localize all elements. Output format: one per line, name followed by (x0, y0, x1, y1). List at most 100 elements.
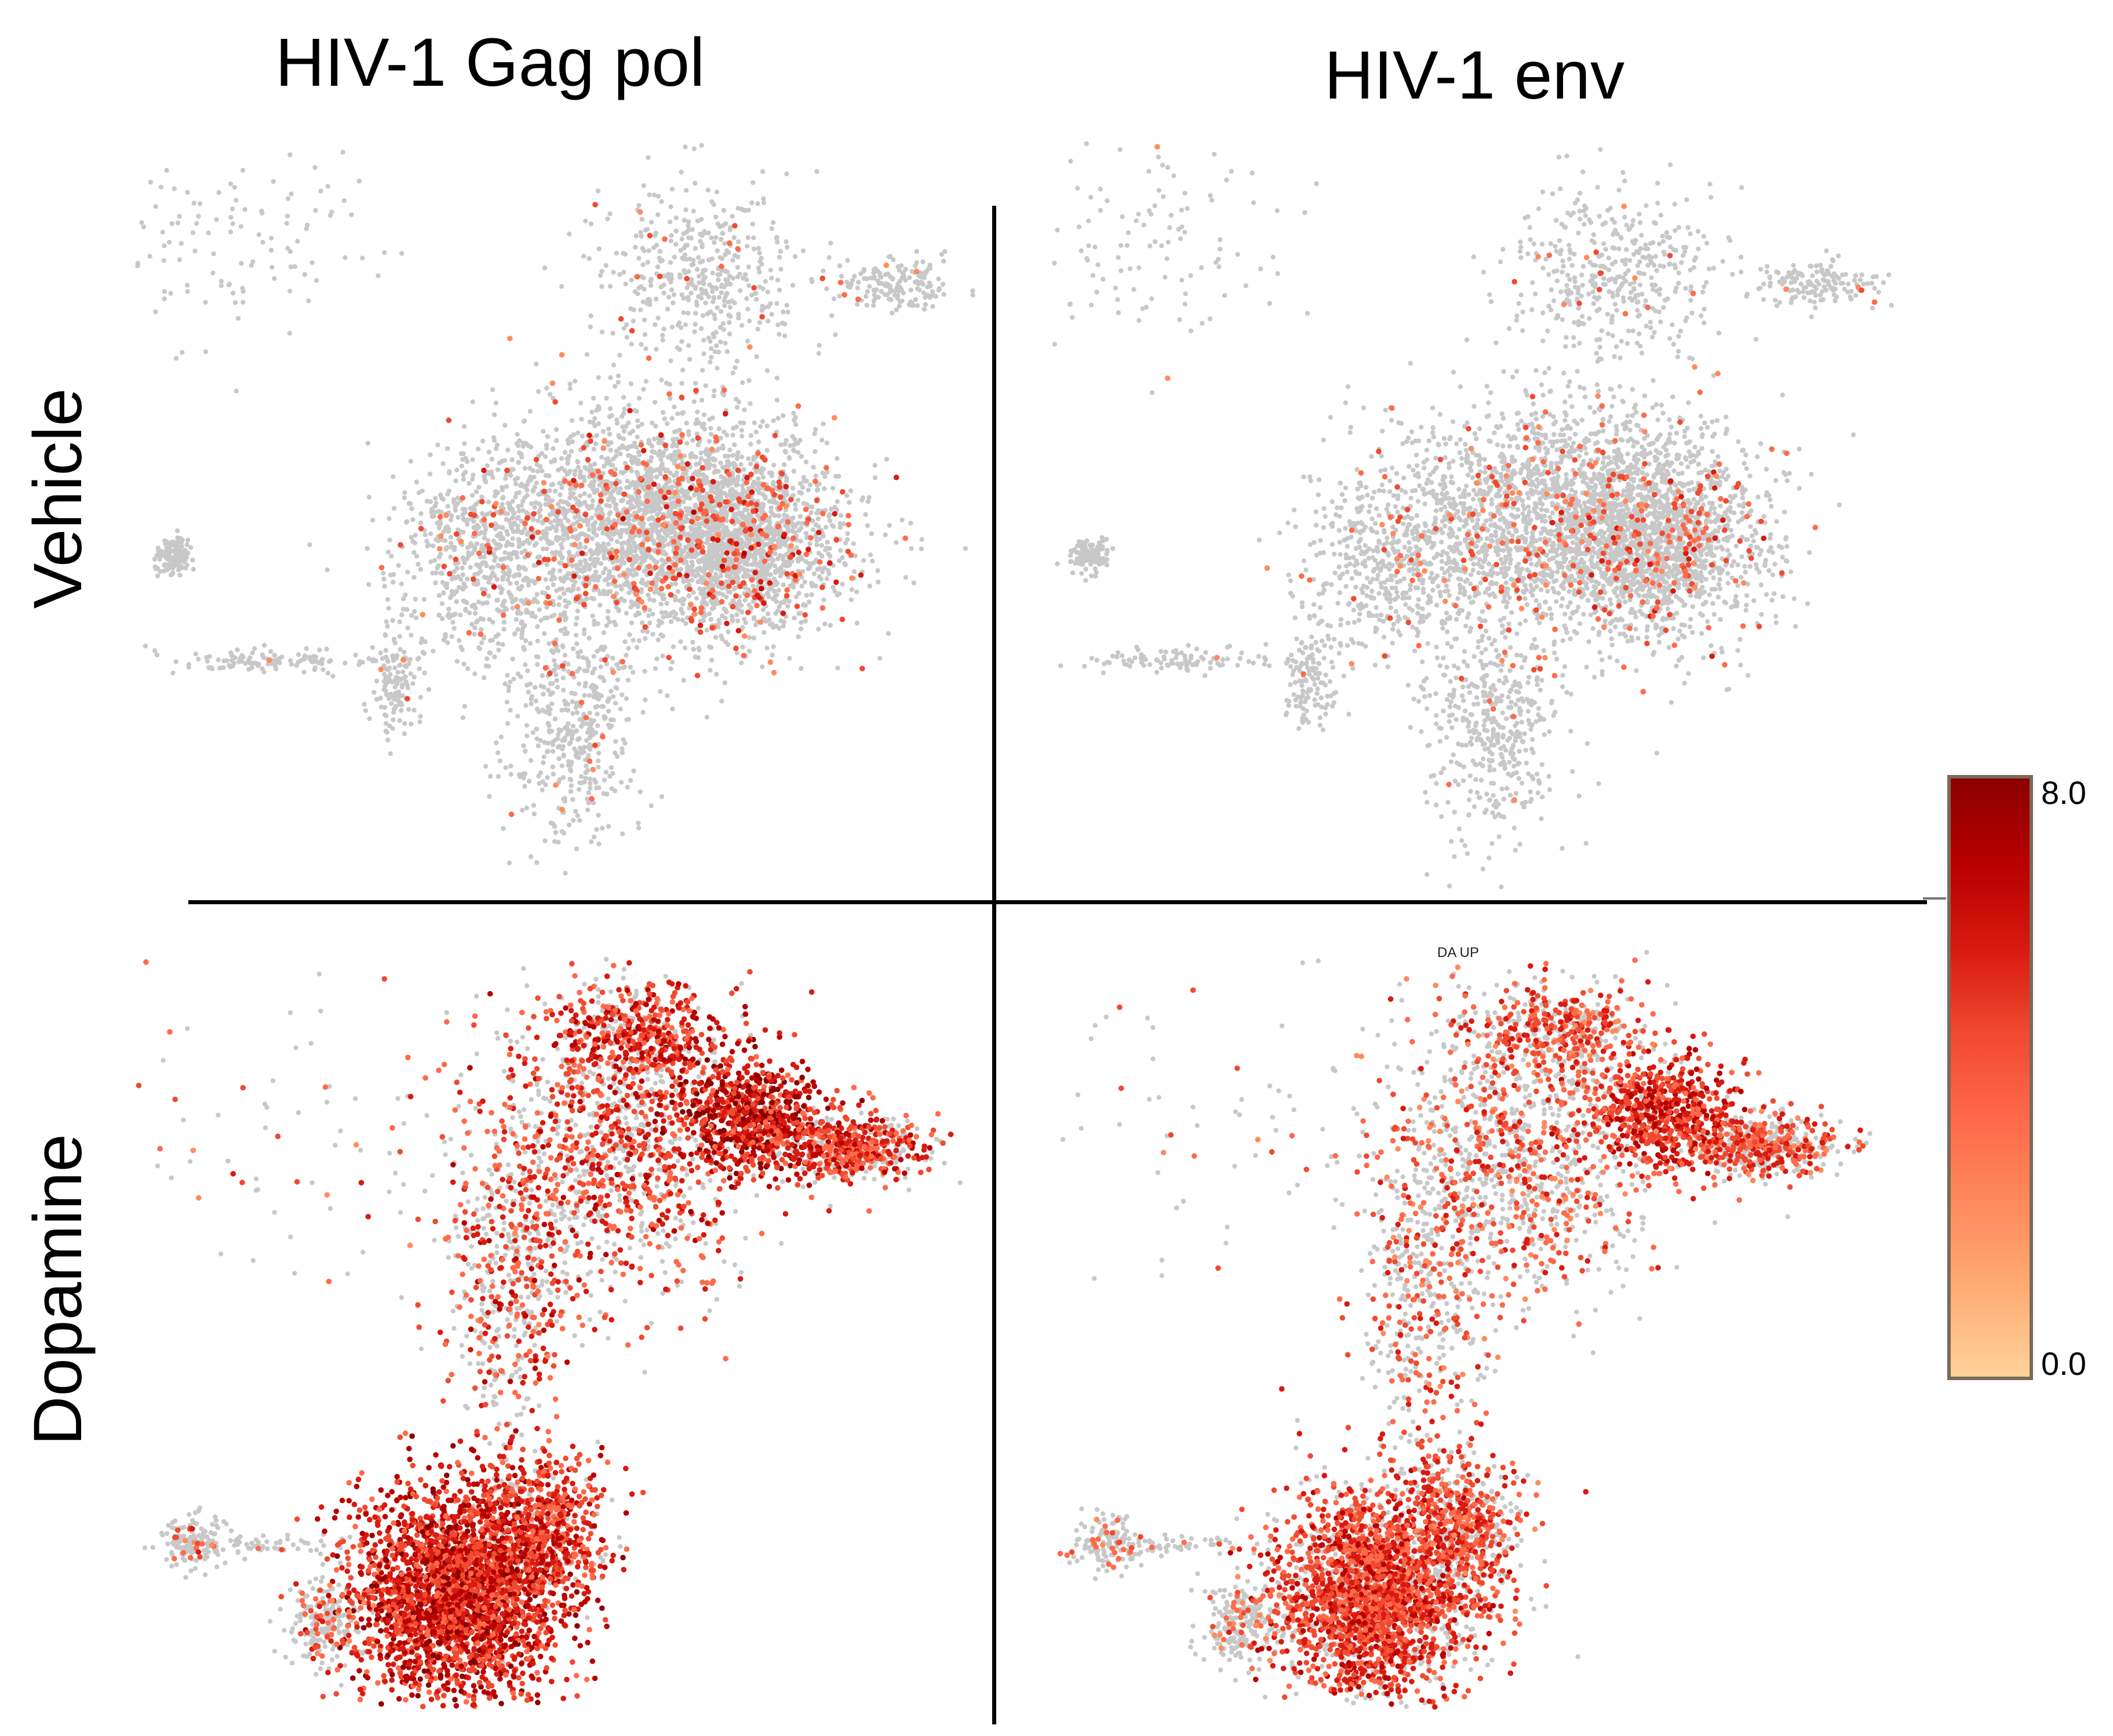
cell-point-background (582, 478, 587, 483)
cell-point-background (500, 577, 505, 582)
cell-point-background (574, 754, 580, 760)
cell-point-background (700, 271, 705, 276)
cell-point-background (698, 450, 704, 456)
cell-point-background (462, 510, 468, 515)
cell-point-background (669, 287, 675, 293)
cell-point-background (595, 188, 601, 194)
cell-point-background (856, 279, 861, 285)
cell-point-background (678, 248, 683, 253)
cell-point-background (783, 560, 788, 565)
cell-point-background (690, 227, 695, 232)
cell-point-background (564, 576, 570, 581)
cell-point-background (693, 654, 698, 660)
cell-point-background (683, 144, 688, 150)
cell-point-background (759, 501, 765, 507)
cell-point-background (609, 765, 614, 770)
cell-point-background (556, 731, 561, 737)
cell-point-background (773, 579, 778, 584)
cell-point-background (824, 441, 830, 446)
cell-point-background (533, 685, 538, 690)
cell-point-background (448, 554, 453, 560)
cell-point-background (780, 413, 786, 418)
cell-point-background (606, 541, 611, 547)
cell-point-background (613, 622, 618, 628)
cell-point-background (702, 481, 708, 486)
cell-point-background (695, 409, 700, 414)
cell-point-background (545, 704, 551, 709)
cell-point-background (777, 332, 782, 337)
cell-point-background (191, 566, 196, 572)
cell-point-background (391, 505, 397, 511)
cell-point-background (507, 860, 512, 866)
cell-point-background (667, 529, 673, 534)
cell-point-background (416, 562, 421, 567)
cell-point-background (631, 768, 636, 774)
cell-point-background (899, 517, 905, 523)
cell-point-background (778, 267, 784, 272)
cell-point-background (439, 601, 445, 606)
cell-point-background (594, 407, 599, 413)
cell-point-background (574, 566, 580, 571)
cell-point-background (573, 468, 578, 474)
cell-point-background (513, 481, 519, 487)
cell-point-background (763, 496, 768, 501)
cell-point-background (940, 282, 946, 287)
cell-point-background (786, 599, 792, 604)
cell-point-background (514, 580, 519, 586)
cell-point-background (760, 475, 766, 480)
cell-point-background (661, 282, 666, 287)
cell-point-background (618, 780, 624, 785)
cell-point-background (673, 228, 679, 234)
cell-point-background (815, 567, 820, 572)
cell-point-background (854, 620, 860, 626)
cell-point-background (606, 824, 611, 829)
cell-point-background (781, 623, 786, 629)
cell-point-background (575, 430, 581, 435)
cell-point-background (770, 499, 775, 504)
cell-point-background (641, 387, 646, 392)
cell-point-background (578, 774, 584, 779)
cell-point-background (726, 453, 731, 458)
cell-point-background (623, 551, 628, 556)
cell-point-background (646, 155, 651, 161)
cell-point-background (661, 326, 666, 332)
cell-point-background (445, 581, 450, 587)
cell-point-background (468, 544, 473, 549)
cell-point-background (708, 309, 713, 315)
cell-point-background (494, 491, 499, 496)
cell-point-background (467, 481, 472, 486)
cell-point-background (605, 516, 610, 522)
cell-point-background (720, 321, 726, 326)
cell-point-background (461, 424, 467, 429)
cell-point-background (735, 274, 741, 280)
cell-point-background (540, 787, 545, 793)
cell-point-background (172, 563, 177, 569)
cell-point-background (454, 566, 460, 571)
cell-point-background (589, 595, 594, 601)
cell-point-background (767, 617, 772, 623)
cell-point-background (649, 490, 654, 496)
cell-point-background (694, 627, 700, 632)
cell-point-background (718, 339, 723, 345)
cell-point-background (639, 217, 644, 222)
cell-point-background (445, 446, 450, 451)
cell-point-background (829, 313, 835, 318)
cell-point-background (537, 464, 543, 469)
cell-point-background (868, 275, 873, 281)
cell-point-background (651, 192, 657, 198)
cell-point-background (660, 527, 665, 533)
cell-point-background (633, 245, 638, 250)
cell-point-background (637, 452, 642, 457)
cell-point-background (624, 653, 629, 658)
cell-point-background (554, 438, 559, 443)
cell-point-background (642, 248, 647, 253)
cell-point-background (795, 497, 801, 503)
cell-point-background (680, 602, 686, 607)
cell-point-background (639, 550, 644, 555)
cell-point-background (548, 681, 553, 686)
cell-point-background (497, 758, 502, 763)
cell-point-background (626, 538, 631, 544)
cell-point-background (730, 432, 735, 438)
cell-point-background (510, 605, 515, 611)
cell-point-background (819, 543, 825, 548)
